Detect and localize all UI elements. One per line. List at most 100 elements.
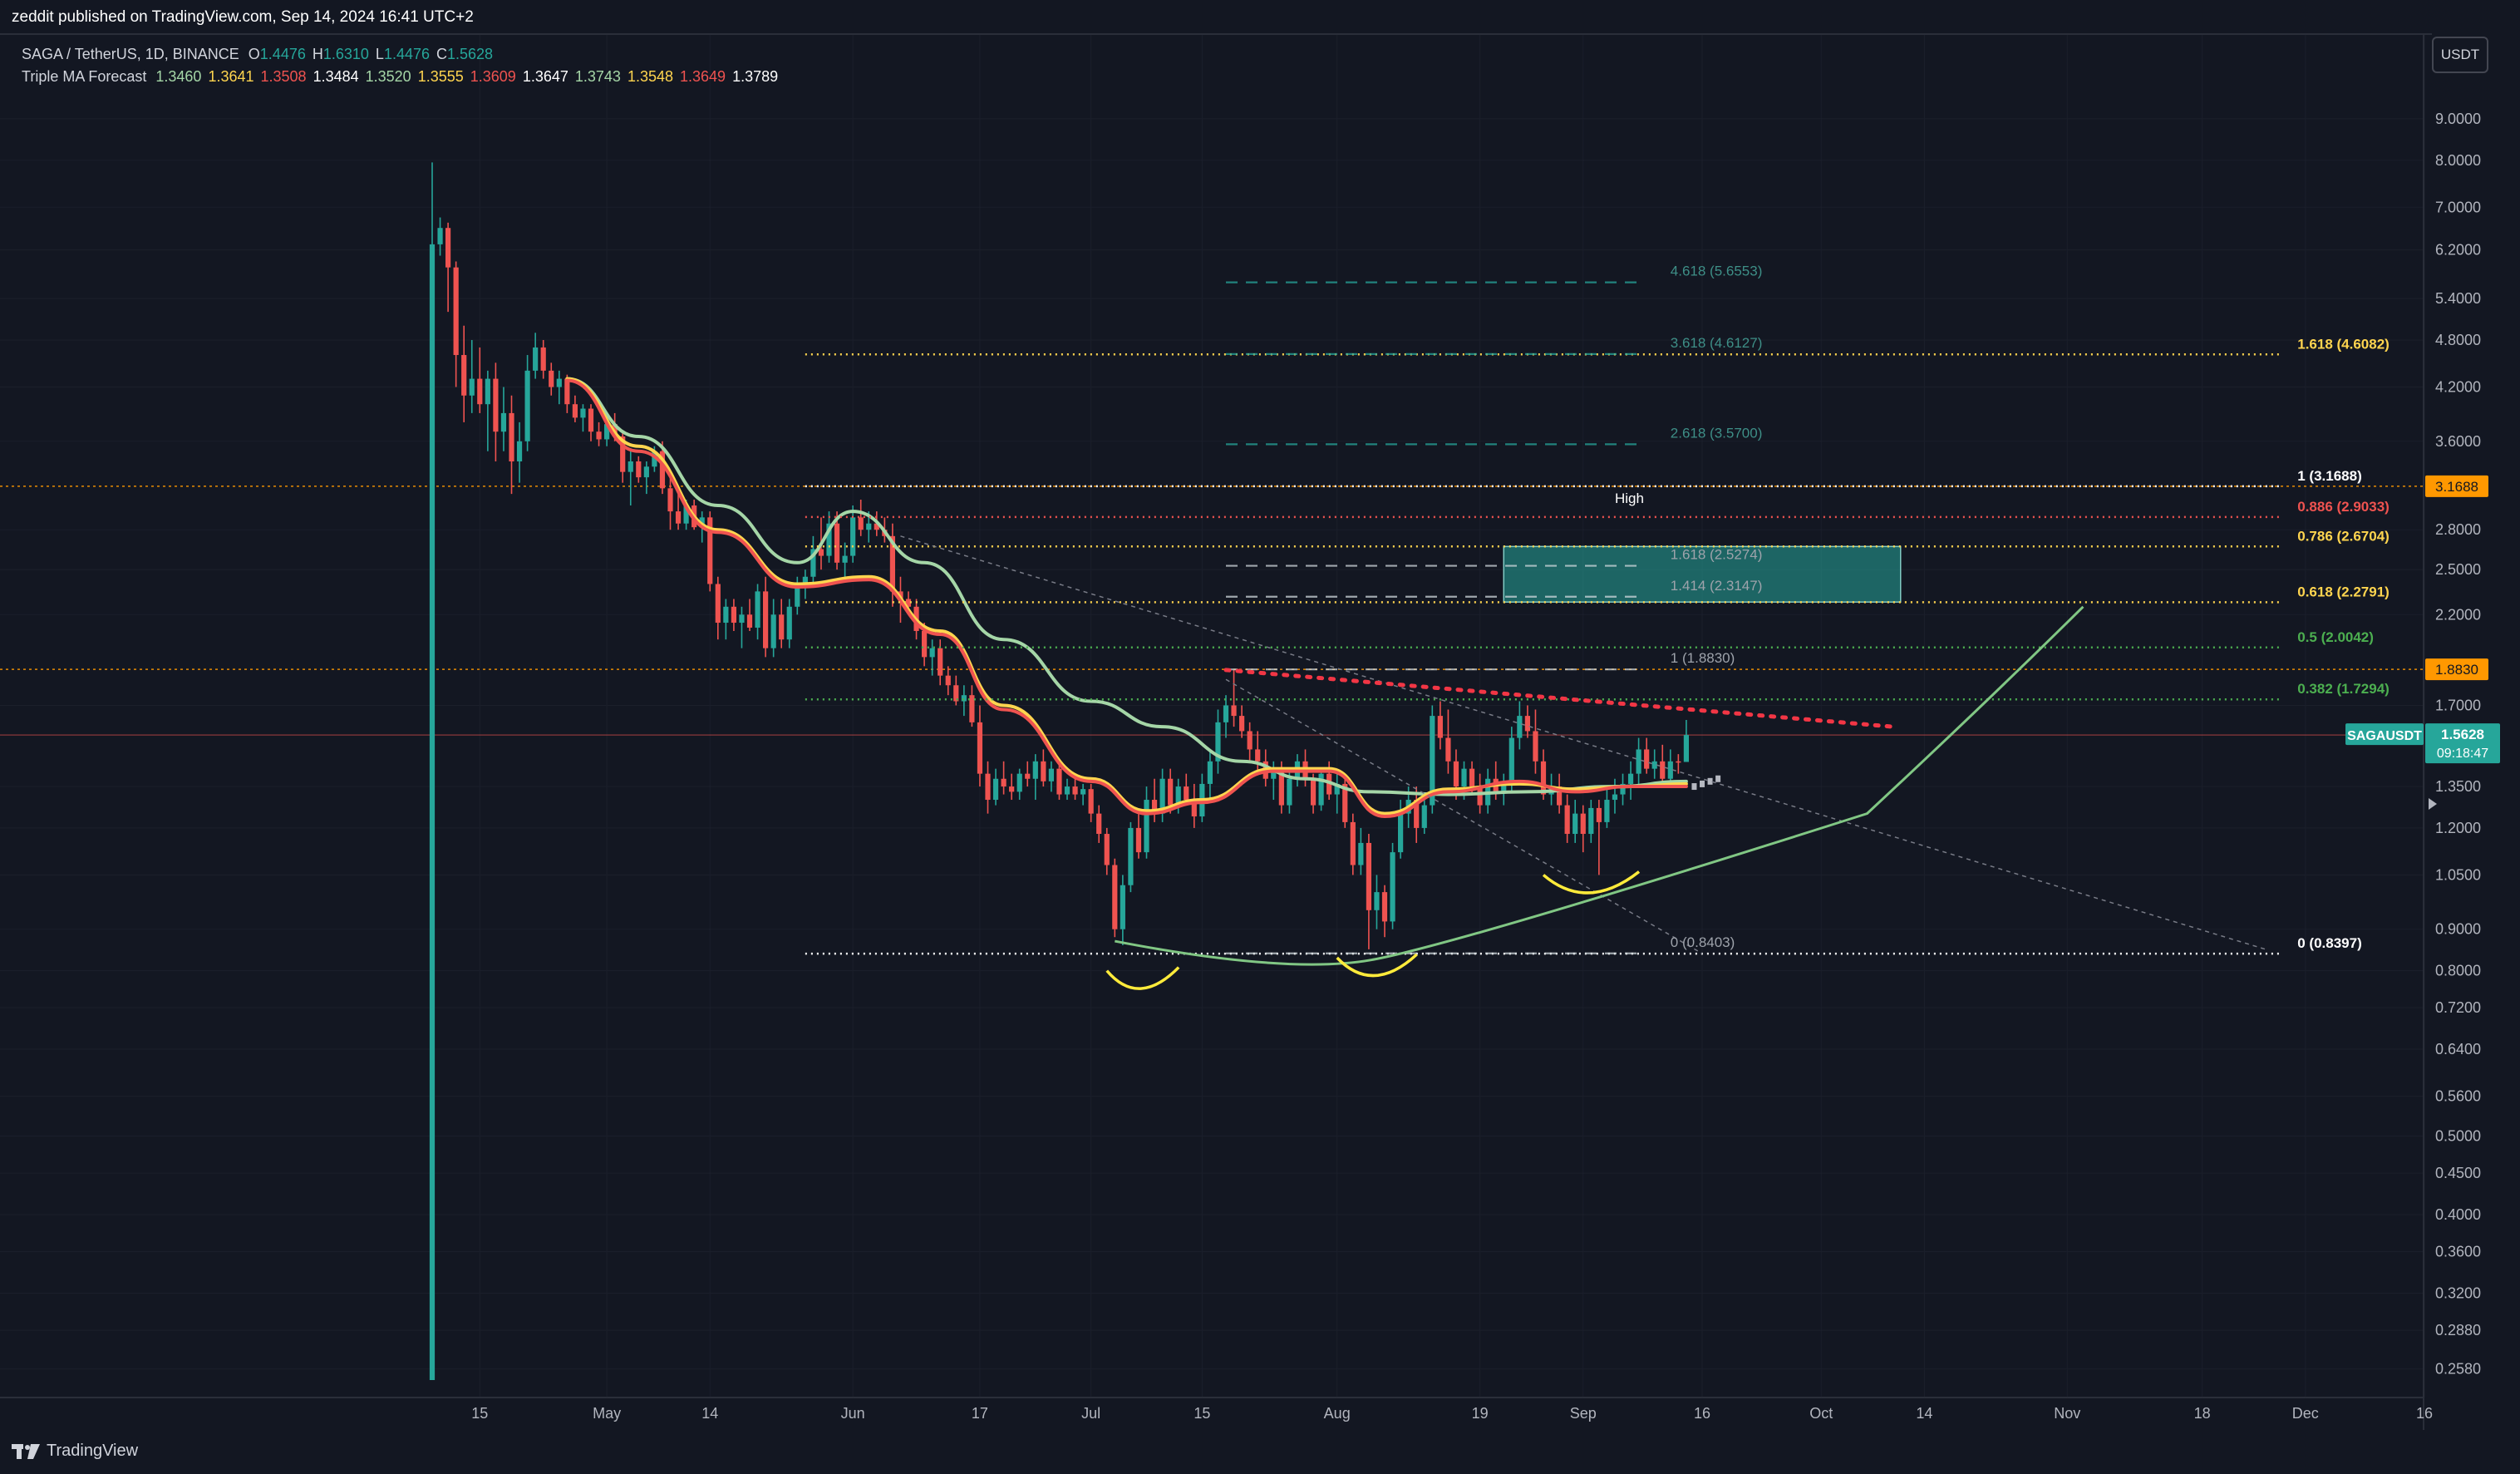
candle-body [1477, 786, 1483, 806]
candle-body [1239, 716, 1245, 732]
downtrend-line [900, 535, 2267, 950]
moving-averages [565, 377, 1721, 819]
price-badges: 3.1688 1.8830 SAGAUSDT 1.5628 09:18:47 [2345, 475, 2500, 810]
time-tick-label: 14 [701, 1405, 718, 1422]
candle-body [1120, 885, 1125, 929]
candle-body [770, 614, 776, 648]
candle-body [985, 773, 991, 801]
fib-ext-label: 1 (1.8830) [1671, 650, 1735, 666]
time-tick-label: 15 [1194, 1405, 1210, 1422]
candle-body [1644, 749, 1650, 769]
candle-body [524, 370, 530, 441]
price-tick-label: 8.0000 [2435, 152, 2481, 169]
candle-body [1016, 773, 1022, 792]
price-tick-label: 4.8000 [2435, 332, 2481, 348]
candle-body [1184, 786, 1189, 801]
fib-level-label: 0.886 (2.9033) [2297, 499, 2390, 515]
candle-body [485, 378, 490, 405]
candle-body [818, 549, 824, 556]
symbol-title[interactable]: SAGA / TetherUS, 1D, BINANCE [22, 46, 239, 62]
candle-body [1660, 761, 1666, 779]
candle-body [1025, 773, 1031, 779]
candle-body [1517, 716, 1523, 738]
currency-unit-button[interactable]: USDT [2432, 37, 2488, 73]
candle-body [961, 695, 967, 702]
candle-body [1580, 813, 1586, 835]
candle-body [1191, 800, 1197, 817]
candle-body [1271, 768, 1277, 779]
footer [0, 1430, 2520, 1474]
indicator-value: 1.3555 [417, 68, 464, 85]
publish-info: zeddit published on TradingView.com, Sep… [12, 8, 474, 26]
price-badge-label: 1.8830 [2435, 662, 2478, 678]
candle-body [1390, 852, 1395, 922]
forecast-point [1691, 783, 1697, 791]
current-price-badge [2425, 723, 2500, 764]
candle-body [1207, 761, 1213, 784]
price-tick-label: 0.2580 [2435, 1361, 2481, 1378]
candle-body [802, 576, 808, 584]
ohlc-value: 1.4476 [259, 46, 306, 62]
candle-body [977, 722, 983, 774]
candle-body [1604, 800, 1610, 822]
candle-body [1159, 778, 1165, 814]
time-tick-label: 16 [2416, 1405, 2433, 1422]
indicator-values: 1.3460 1.3641 1.3508 1.3484 1.3520 1.3555 1.36… [155, 68, 785, 85]
current-price-label: 1.5628 [2441, 727, 2484, 742]
price-tick-label: 0.4000 [2435, 1206, 2481, 1223]
candle-body [992, 778, 999, 801]
time-tick-label: Jun [841, 1405, 865, 1422]
candle-body [1088, 789, 1094, 814]
price-tick-label: 1.2000 [2435, 820, 2481, 836]
candle-body [540, 347, 546, 371]
candle-body [1676, 761, 1681, 763]
fib-level-label: 0.786 (2.6704) [2297, 528, 2390, 544]
candle-body [715, 584, 721, 624]
time-tick-label: Nov [2054, 1405, 2080, 1422]
price-tick-label: 1.3500 [2435, 778, 2481, 795]
candle-body [509, 412, 514, 462]
candle-body [731, 606, 736, 624]
candle-body [969, 695, 975, 722]
candle-body [675, 511, 682, 524]
candle-body [723, 606, 729, 624]
candle-body [596, 431, 602, 440]
annotations [805, 281, 2282, 990]
fib-level-label: 0.618 (2.2791) [2297, 584, 2390, 599]
time-tick-label: Oct [1809, 1405, 1833, 1422]
candle-body [1533, 731, 1538, 762]
price-tick-label: 3.6000 [2435, 433, 2481, 450]
price-tick-label: 9.0000 [2435, 111, 2481, 127]
candle-body [493, 378, 499, 432]
price-tick-label: 2.5000 [2435, 561, 2481, 578]
candle-body [1064, 786, 1071, 795]
indicator-name[interactable]: Triple MA Forecast [22, 68, 147, 85]
candles [429, 162, 1689, 1380]
price-badge [2425, 475, 2488, 497]
candle-body [1175, 786, 1181, 806]
indicator-value: 1.3484 [313, 68, 359, 85]
price-tick-label: 0.4500 [2435, 1165, 2481, 1181]
price-tick-label: 0.5000 [2435, 1128, 2481, 1145]
candle-body [1437, 716, 1443, 738]
indicator-value: 1.3520 [365, 68, 411, 85]
time-axis: 15 May 14 Jun 17 Jul 15 Aug 19 Sep 16 Oct 14 Nov 18 Dec… [471, 1405, 2433, 1422]
candle-body [905, 599, 912, 607]
candle-body [929, 648, 935, 658]
candle-body [533, 347, 539, 371]
forecast-point [1707, 777, 1713, 785]
tradingview-logo[interactable]: TradingView [12, 1442, 138, 1461]
candle-body [1041, 761, 1046, 781]
indicator-value: 1.3508 [260, 68, 307, 85]
candle-body [1278, 768, 1284, 806]
candle-body [786, 606, 792, 640]
candle-body [1255, 749, 1261, 762]
candle-body [1151, 800, 1158, 814]
candle-body [1128, 827, 1134, 885]
candle-body [1667, 761, 1673, 779]
candle-body [1223, 705, 1229, 722]
indicator-value: 1.3641 [208, 68, 254, 85]
time-tick-label: 18 [2194, 1405, 2211, 1422]
fib-ext-label: 3.618 (4.6127) [1671, 335, 1763, 351]
